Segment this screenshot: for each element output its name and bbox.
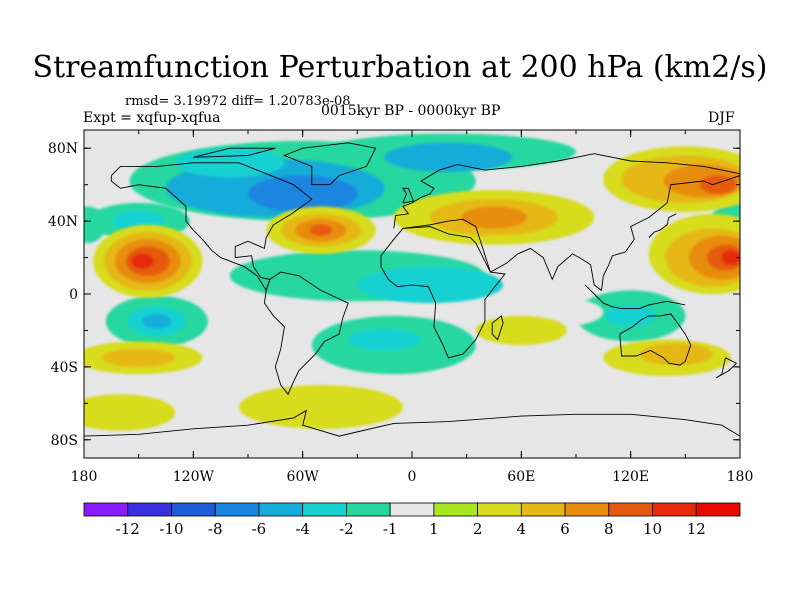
contour-region: [84, 394, 176, 431]
coastline-australia: [619, 313, 692, 366]
coastline-greenland: [283, 142, 377, 186]
latitude-labels: 80N 40N 0 40S 80S: [48, 141, 78, 449]
colorbar-label: -6: [252, 520, 267, 538]
contour-region: [357, 266, 504, 304]
stats-label: rmsd= 3.19972 diff= 1.20783e-08: [125, 94, 351, 109]
contour-region: [475, 315, 567, 346]
coastline-uk: [402, 187, 415, 204]
contour-region: [131, 253, 154, 269]
colorbar-box: [695, 502, 741, 517]
contour-region: [102, 348, 176, 367]
contour-region: [247, 175, 358, 212]
plot-title: Streamfunction Perturbation at 200 hPa (…: [32, 50, 768, 85]
colorbar-box: [83, 502, 129, 517]
colorbar-label: -4: [295, 520, 310, 538]
axis-ticks: [83, 130, 741, 458]
colorbar-label: 12: [687, 520, 706, 538]
coastline-japan: [648, 213, 677, 238]
season-label: DJF: [708, 110, 735, 126]
lon-label: 180: [727, 469, 754, 485]
colorbar-labels: -12 -10 -8 -6 -4 -2 -1 1 2 4 6 8 10 12: [116, 520, 706, 538]
colorbar-label: 4: [517, 520, 527, 538]
coastlines: [84, 142, 740, 437]
lat-label: 80S: [51, 433, 78, 449]
contour-region: [605, 304, 657, 327]
contour-region: [309, 224, 332, 236]
colorbar-box: [520, 502, 566, 517]
longitude-labels: 180 120W 60W 0 60E 120E 180: [71, 469, 754, 485]
colorbar-box: [608, 502, 653, 517]
coastline-arctic-islands: [193, 147, 276, 158]
contour-region: [348, 328, 422, 351]
lat-label: 40N: [48, 214, 78, 230]
lon-label: 120W: [173, 469, 215, 485]
coastline-madagascar: [491, 315, 504, 341]
lon-label: 60E: [507, 469, 535, 485]
colorbar-label: 6: [560, 520, 570, 538]
colorbar-box: [652, 502, 697, 517]
colorbar-label: 1: [429, 520, 439, 538]
period-label: 0015kyr BP - 0000kyr BP: [321, 103, 501, 119]
experiment-label: Expt = xqfup-xqfua: [83, 110, 221, 126]
coastline-antarctica: [84, 409, 740, 437]
colorbar-box: [433, 502, 479, 517]
colorbar-box: [171, 502, 216, 517]
colorbar-box: [127, 502, 172, 517]
colorbar-label: 10: [643, 520, 662, 538]
colorbar-box: [389, 502, 435, 517]
colorbar-box: [564, 502, 610, 517]
colorbar-label: -2: [339, 520, 354, 538]
colorbar: [83, 502, 741, 517]
contour-region: [461, 206, 527, 229]
lon-label: 120E: [612, 469, 649, 485]
lat-label: 40S: [51, 360, 78, 376]
contour-fill-layer: [84, 133, 740, 431]
coastline-eurasia: [393, 153, 740, 229]
coastline-africa: [380, 226, 506, 359]
coastline-borneo-indonesia: [584, 284, 686, 310]
lon-label: 0: [408, 469, 417, 485]
colorbar-box: [214, 502, 260, 517]
colorbar-box: [302, 502, 347, 517]
lat-label: 80N: [48, 141, 78, 157]
colorbar-label: -1: [383, 520, 398, 538]
colorbar-box: [345, 502, 391, 517]
lon-label: 60W: [287, 469, 320, 485]
coastline-eurasia-south: [402, 175, 740, 292]
contour-region: [84, 206, 106, 243]
lon-label: 180: [71, 469, 98, 485]
colorbar-box: [477, 502, 522, 517]
colorbar-box: [258, 502, 304, 517]
contour-region: [384, 142, 513, 172]
contour-region: [238, 385, 403, 429]
colorbar-label: -10: [159, 520, 183, 538]
contour-region: [639, 343, 713, 366]
lat-label: 0: [69, 287, 78, 303]
colorbar-label: -12: [116, 520, 140, 538]
colorbar-label: -8: [208, 520, 223, 538]
coastline-north-america: [110, 162, 313, 292]
contour-region: [721, 250, 740, 265]
coastline-new-zealand: [716, 357, 738, 379]
contour-region: [142, 314, 172, 329]
coastline-south-america: [263, 271, 349, 396]
colorbar-label: 8: [604, 520, 614, 538]
colorbar-label: 2: [473, 520, 483, 538]
